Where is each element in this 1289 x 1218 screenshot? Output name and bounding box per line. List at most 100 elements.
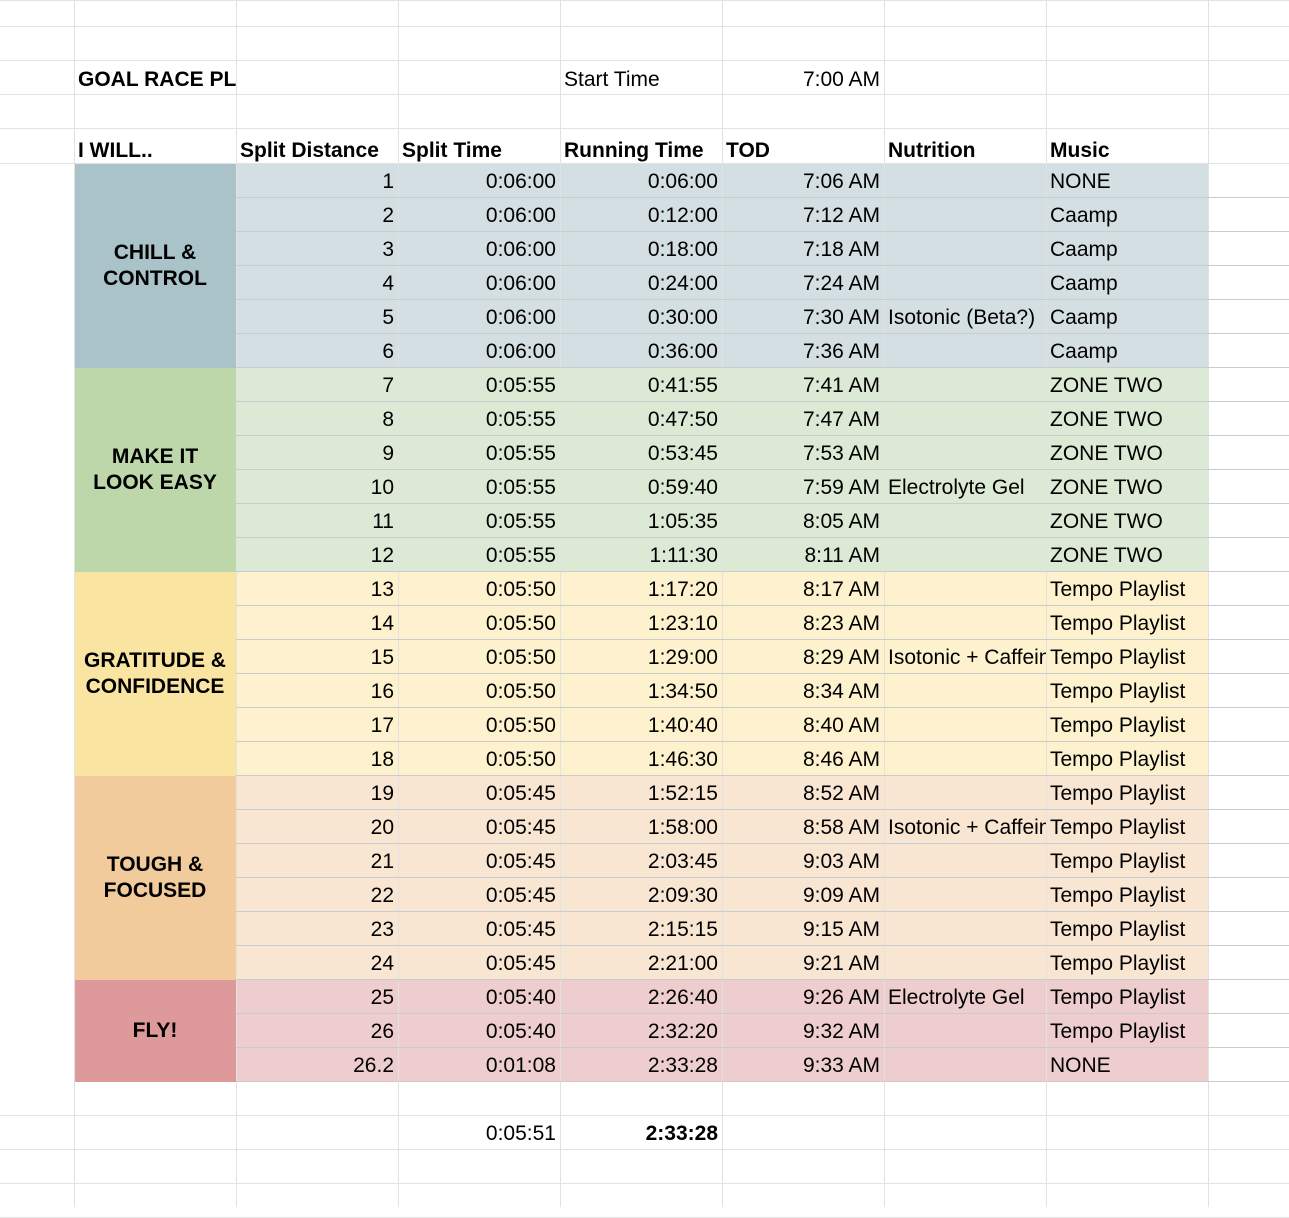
tod-cell[interactable]: 8:29 AM <box>802 645 880 669</box>
music-cell[interactable]: Tempo Playlist <box>1050 781 1186 805</box>
split-distance-cell[interactable]: 23 <box>370 917 394 941</box>
nutrition-cell[interactable]: Isotonic + Caffeine <box>888 815 1046 839</box>
split-distance-cell[interactable]: 2 <box>382 203 394 227</box>
split-distance-cell[interactable]: 20 <box>370 815 394 839</box>
split-time-cell[interactable]: 0:05:45 <box>485 951 556 975</box>
start-time-value[interactable]: 7:00 AM <box>802 67 880 91</box>
running-time-cell[interactable]: 0:53:45 <box>647 441 718 465</box>
split-distance-cell[interactable]: 16 <box>370 679 394 703</box>
split-time-cell[interactable]: 0:05:50 <box>485 679 556 703</box>
running-time-cell[interactable]: 0:47:50 <box>647 407 718 431</box>
plan-title[interactable]: GOAL RACE PLAN <box>78 67 236 91</box>
split-distance-cell[interactable]: 17 <box>370 713 394 737</box>
split-time-cell[interactable]: 0:05:50 <box>485 713 556 737</box>
running-time-cell[interactable]: 1:34:50 <box>647 679 718 703</box>
tod-cell[interactable]: 7:41 AM <box>802 373 880 397</box>
split-distance-cell[interactable]: 21 <box>370 849 394 873</box>
split-distance-cell[interactable]: 13 <box>370 577 394 601</box>
split-distance-cell[interactable]: 25 <box>370 985 394 1009</box>
nutrition-cell[interactable] <box>884 334 1046 368</box>
tod-cell[interactable]: 7:06 AM <box>802 169 880 193</box>
tod-cell[interactable]: 7:53 AM <box>802 441 880 465</box>
split-time-cell[interactable]: 0:05:45 <box>485 849 556 873</box>
nutrition-cell[interactable] <box>884 198 1046 232</box>
split-distance-cell[interactable]: 24 <box>370 951 394 975</box>
split-time-cell[interactable]: 0:05:55 <box>485 543 556 567</box>
nutrition-cell[interactable]: Electrolyte Gel <box>888 985 1025 1009</box>
running-time-cell[interactable]: 1:52:15 <box>647 781 718 805</box>
tod-cell[interactable]: 8:52 AM <box>802 781 880 805</box>
music-cell[interactable]: Tempo Playlist <box>1050 951 1186 975</box>
nutrition-cell[interactable]: Electrolyte Gel <box>888 475 1025 499</box>
tod-cell[interactable]: 9:15 AM <box>802 917 880 941</box>
average-split-cell[interactable]: 0:05:51 <box>485 1121 556 1145</box>
nutrition-cell[interactable] <box>884 776 1046 810</box>
split-distance-cell[interactable]: 7 <box>382 373 394 397</box>
split-distance-cell[interactable]: 18 <box>370 747 394 771</box>
running-time-cell[interactable]: 2:32:20 <box>647 1019 718 1043</box>
split-time-cell[interactable]: 0:06:00 <box>485 339 556 363</box>
music-cell[interactable]: Caamp <box>1050 305 1118 329</box>
running-time-cell[interactable]: 1:29:00 <box>647 645 718 669</box>
split-time-cell[interactable]: 0:05:55 <box>485 441 556 465</box>
split-time-cell[interactable]: 0:05:55 <box>485 509 556 533</box>
running-time-cell[interactable]: 2:21:00 <box>647 951 718 975</box>
phase-label[interactable]: CHILL & CONTROL <box>74 164 236 368</box>
nutrition-cell[interactable] <box>884 606 1046 640</box>
split-time-cell[interactable]: 0:06:00 <box>485 237 556 261</box>
tod-cell[interactable]: 9:03 AM <box>802 849 880 873</box>
tod-cell[interactable]: 9:09 AM <box>802 883 880 907</box>
split-time-cell[interactable]: 0:06:00 <box>485 169 556 193</box>
tod-cell[interactable]: 9:32 AM <box>802 1019 880 1043</box>
split-distance-cell[interactable]: 11 <box>372 509 394 533</box>
tod-cell[interactable]: 9:33 AM <box>802 1053 880 1077</box>
split-distance-cell[interactable]: 3 <box>382 237 394 261</box>
running-time-cell[interactable]: 0:18:00 <box>647 237 718 261</box>
split-time-cell[interactable]: 0:05:50 <box>485 577 556 601</box>
split-time-cell[interactable]: 0:06:00 <box>485 271 556 295</box>
split-distance-cell[interactable]: 12 <box>370 543 394 567</box>
tod-cell[interactable]: 8:58 AM <box>802 815 880 839</box>
music-cell[interactable]: ZONE TWO <box>1050 373 1163 397</box>
nutrition-cell[interactable] <box>884 844 1046 878</box>
music-cell[interactable]: Tempo Playlist <box>1050 679 1186 703</box>
split-distance-cell[interactable]: 26 <box>370 1019 394 1043</box>
split-time-cell[interactable]: 0:05:55 <box>485 475 556 499</box>
music-cell[interactable]: Tempo Playlist <box>1050 747 1186 771</box>
nutrition-cell[interactable] <box>884 878 1046 912</box>
running-time-cell[interactable]: 0:06:00 <box>647 169 718 193</box>
split-time-cell[interactable]: 0:06:00 <box>485 305 556 329</box>
music-cell[interactable]: Caamp <box>1050 271 1118 295</box>
split-time-cell[interactable]: 0:05:45 <box>485 815 556 839</box>
split-distance-cell[interactable]: 8 <box>382 407 394 431</box>
tod-cell[interactable]: 7:18 AM <box>802 237 880 261</box>
running-time-cell[interactable]: 2:03:45 <box>647 849 718 873</box>
split-distance-cell[interactable]: 15 <box>370 645 394 669</box>
split-distance-cell[interactable]: 5 <box>382 305 394 329</box>
running-time-cell[interactable]: 1:11:30 <box>649 543 718 567</box>
tod-cell[interactable]: 8:40 AM <box>802 713 880 737</box>
music-cell[interactable]: Tempo Playlist <box>1050 611 1186 635</box>
music-cell[interactable]: NONE <box>1050 1053 1111 1077</box>
running-time-cell[interactable]: 1:46:30 <box>647 747 718 771</box>
tod-cell[interactable]: 8:34 AM <box>802 679 880 703</box>
music-cell[interactable]: Caamp <box>1050 339 1118 363</box>
running-time-cell[interactable]: 0:41:55 <box>647 373 718 397</box>
running-time-cell[interactable]: 1:58:00 <box>647 815 718 839</box>
music-cell[interactable]: Tempo Playlist <box>1050 985 1186 1009</box>
tod-cell[interactable]: 7:12 AM <box>802 203 880 227</box>
split-time-cell[interactable]: 0:05:45 <box>485 917 556 941</box>
running-time-cell[interactable]: 1:40:40 <box>647 713 718 737</box>
music-cell[interactable]: NONE <box>1050 169 1111 193</box>
header-tod[interactable]: TOD <box>726 139 770 162</box>
split-time-cell[interactable]: 0:05:40 <box>485 985 556 1009</box>
running-time-cell[interactable]: 0:12:00 <box>647 203 718 227</box>
nutrition-cell[interactable] <box>884 946 1046 980</box>
nutrition-cell[interactable] <box>884 912 1046 946</box>
split-distance-cell[interactable]: 26.2 <box>353 1053 394 1077</box>
header-nutrition[interactable]: Nutrition <box>888 139 976 162</box>
split-time-cell[interactable]: 0:05:55 <box>485 373 556 397</box>
phase-label[interactable]: MAKE IT LOOK EASY <box>74 368 236 572</box>
header-split-time[interactable]: Split Time <box>402 139 502 162</box>
split-distance-cell[interactable]: 1 <box>382 169 394 193</box>
